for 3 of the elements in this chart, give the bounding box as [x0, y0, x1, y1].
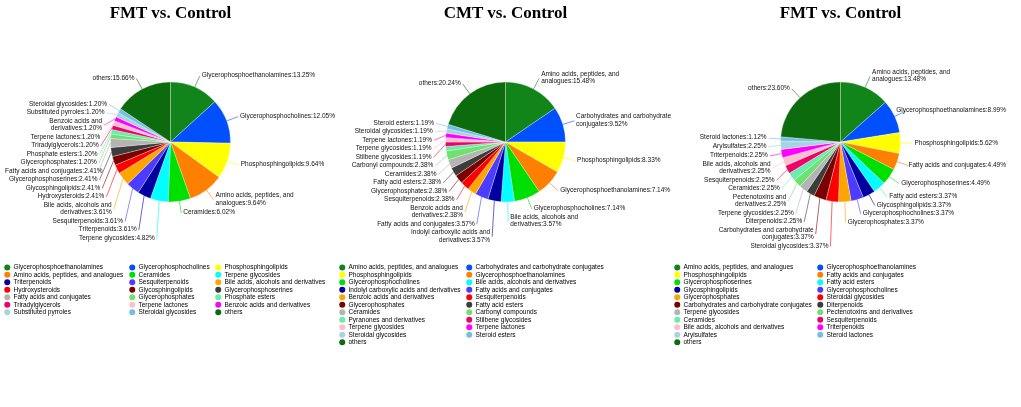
chart-title: FMT vs. Control [109, 3, 232, 22]
chart-title: CMT vs. Control [443, 3, 568, 22]
chart-title: FMT vs. Control [779, 3, 902, 22]
